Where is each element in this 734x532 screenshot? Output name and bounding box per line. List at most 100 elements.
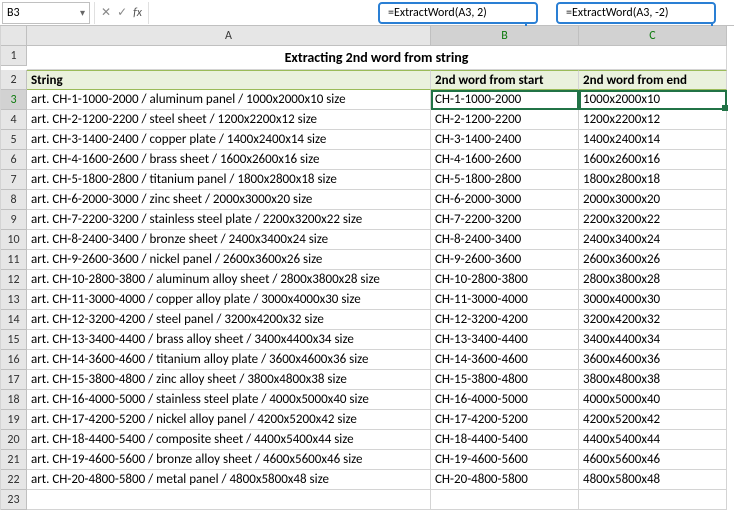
cell-a20[interactable]: art. CH-18-4400-5400 / composite sheet /…	[27, 430, 431, 450]
cell-c16[interactable]: 3600x4600x36	[579, 350, 727, 370]
cell-a4[interactable]: art. CH-2-1200-2200 / steel sheet / 1200…	[27, 110, 431, 130]
cell-b10[interactable]: CH-8-2400-3400	[431, 230, 579, 250]
cell-c5[interactable]: 1400x2400x14	[579, 130, 727, 150]
cell-a12[interactable]: art. CH-10-2800-3800 / aluminum alloy sh…	[27, 270, 431, 290]
cell-c12[interactable]: 2800x3800x28	[579, 270, 727, 290]
cell-b11[interactable]: CH-9-2600-3600	[431, 250, 579, 270]
select-all-corner[interactable]	[1, 26, 27, 46]
cell-b7[interactable]: CH-5-1800-2800	[431, 170, 579, 190]
header-cell-b[interactable]: 2nd word from start	[431, 70, 579, 90]
row-header[interactable]: 13	[1, 290, 27, 310]
cell-c14[interactable]: 3200x4200x32	[579, 310, 727, 330]
cell-c11[interactable]: 2600x3600x26	[579, 250, 727, 270]
cell-b16[interactable]: CH-14-3600-4600	[431, 350, 579, 370]
row-header[interactable]: 11	[1, 250, 27, 270]
cell-b15[interactable]: CH-13-3400-4400	[431, 330, 579, 350]
cell-c6[interactable]: 1600x2600x16	[579, 150, 727, 170]
cell-a22[interactable]: art. CH-20-4800-5800 / metal panel / 480…	[27, 470, 431, 490]
cell-b20[interactable]: CH-18-4400-5400	[431, 430, 579, 450]
cell-a23[interactable]	[27, 490, 431, 510]
chevron-down-icon[interactable]: ▾	[80, 6, 85, 19]
col-header-a[interactable]: A	[27, 26, 431, 46]
cancel-icon[interactable]: ✕	[99, 5, 113, 20]
row-header[interactable]: 16	[1, 350, 27, 370]
row-header[interactable]: 2	[1, 70, 27, 90]
row-header[interactable]: 10	[1, 230, 27, 250]
cell-c17[interactable]: 3800x4800x38	[579, 370, 727, 390]
row-header[interactable]: 8	[1, 190, 27, 210]
row-header[interactable]: 22	[1, 470, 27, 490]
row-header[interactable]: 12	[1, 270, 27, 290]
header-cell-a[interactable]: String	[27, 70, 431, 90]
row-header[interactable]: 5	[1, 130, 27, 150]
cell-c9[interactable]: 2200x3200x22	[579, 210, 727, 230]
cell-c18[interactable]: 4000x5000x40	[579, 390, 727, 410]
cell-a14[interactable]: art. CH-12-3200-4200 / steel panel / 320…	[27, 310, 431, 330]
cell-a9[interactable]: art. CH-7-2200-3200 / stainless steel pl…	[27, 210, 431, 230]
cell-c21[interactable]: 4600x5600x46	[579, 450, 727, 470]
cell-c8[interactable]: 2000x3000x20	[579, 190, 727, 210]
col-header-c[interactable]: C	[579, 26, 727, 46]
cell-a15[interactable]: art. CH-13-3400-4400 / brass alloy sheet…	[27, 330, 431, 350]
row-header[interactable]: 19	[1, 410, 27, 430]
row-header[interactable]: 3	[1, 90, 27, 110]
cell-b4[interactable]: CH-2-1200-2200	[431, 110, 579, 130]
cell-b9[interactable]: CH-7-2200-3200	[431, 210, 579, 230]
header-cell-c[interactable]: 2nd word from end	[579, 70, 727, 90]
cell-b17[interactable]: CH-15-3800-4800	[431, 370, 579, 390]
cell-a21[interactable]: art. CH-19-4600-5600 / bronze alloy shee…	[27, 450, 431, 470]
cell-c20[interactable]: 4400x5400x44	[579, 430, 727, 450]
cell-c15[interactable]: 3400x4400x34	[579, 330, 727, 350]
row-header[interactable]: 17	[1, 370, 27, 390]
cell-a11[interactable]: art. CH-9-2600-3600 / nickel panel / 260…	[27, 250, 431, 270]
fx-icon[interactable]: fx	[131, 6, 144, 20]
cell-b6[interactable]: CH-4-1600-2600	[431, 150, 579, 170]
cell-a19[interactable]: art. CH-17-4200-5200 / nickel alloy pane…	[27, 410, 431, 430]
cell-b21[interactable]: CH-19-4600-5600	[431, 450, 579, 470]
cell-a10[interactable]: art. CH-8-2400-3400 / bronze sheet / 240…	[27, 230, 431, 250]
cell-a16[interactable]: art. CH-14-3600-4600 / titanium alloy pl…	[27, 350, 431, 370]
cell-c22[interactable]: 4800x5800x48	[579, 470, 727, 490]
cell-b8[interactable]: CH-6-2000-3000	[431, 190, 579, 210]
col-header-b[interactable]: B	[431, 26, 579, 46]
cell-c13[interactable]: 3000x4000x30	[579, 290, 727, 310]
row-header[interactable]: 23	[1, 490, 27, 510]
cell-a3[interactable]: art. CH-1-1000-2000 / aluminum panel / 1…	[27, 90, 431, 110]
cell-c3[interactable]: 1000x2000x10	[579, 90, 727, 110]
row-header[interactable]: 4	[1, 110, 27, 130]
cell-b13[interactable]: CH-11-3000-4000	[431, 290, 579, 310]
cell-c23[interactable]	[579, 490, 727, 510]
row-header[interactable]: 21	[1, 450, 27, 470]
cell-a8[interactable]: art. CH-6-2000-3000 / zinc sheet / 2000x…	[27, 190, 431, 210]
cell-b12[interactable]: CH-10-2800-3800	[431, 270, 579, 290]
cell-b14[interactable]: CH-12-3200-4200	[431, 310, 579, 330]
row-header[interactable]: 14	[1, 310, 27, 330]
row-header[interactable]: 9	[1, 210, 27, 230]
cell-a18[interactable]: art. CH-16-4000-5000 / stainless steel p…	[27, 390, 431, 410]
cell-b5[interactable]: CH-3-1400-2400	[431, 130, 579, 150]
row-header[interactable]: 20	[1, 430, 27, 450]
row-header[interactable]: 6	[1, 150, 27, 170]
row-header[interactable]: 18	[1, 390, 27, 410]
cell-a5[interactable]: art. CH-3-1400-2400 / copper plate / 140…	[27, 130, 431, 150]
row-header[interactable]: 7	[1, 170, 27, 190]
cell-b3[interactable]: CH-1-1000-2000	[431, 90, 579, 110]
cell-c7[interactable]: 1800x2800x18	[579, 170, 727, 190]
cell-b19[interactable]: CH-17-4200-5200	[431, 410, 579, 430]
cell-a13[interactable]: art. CH-11-3000-4000 / copper alloy plat…	[27, 290, 431, 310]
accept-icon[interactable]: ✓	[115, 5, 129, 20]
cell-b23[interactable]	[431, 490, 579, 510]
cell-a7[interactable]: art. CH-5-1800-2800 / titanium panel / 1…	[27, 170, 431, 190]
cell-c10[interactable]: 2400x3400x24	[579, 230, 727, 250]
row-header[interactable]: 15	[1, 330, 27, 350]
cell-a17[interactable]: art. CH-15-3800-4800 / zinc alloy sheet …	[27, 370, 431, 390]
cell-c4[interactable]: 1200x2200x12	[579, 110, 727, 130]
row-header[interactable]: 1	[1, 46, 27, 66]
cell-b22[interactable]: CH-20-4800-5800	[431, 470, 579, 490]
name-box[interactable]: B3 ▾	[2, 2, 90, 24]
title-cell[interactable]: Extracting 2nd word from string	[27, 46, 727, 70]
cell-c19[interactable]: 4200x5200x42	[579, 410, 727, 430]
spreadsheet-grid[interactable]: A B C 1Extracting 2nd word from string2S…	[0, 26, 734, 510]
cell-b18[interactable]: CH-16-4000-5000	[431, 390, 579, 410]
cell-a6[interactable]: art. CH-4-1600-2600 / brass sheet / 1600…	[27, 150, 431, 170]
